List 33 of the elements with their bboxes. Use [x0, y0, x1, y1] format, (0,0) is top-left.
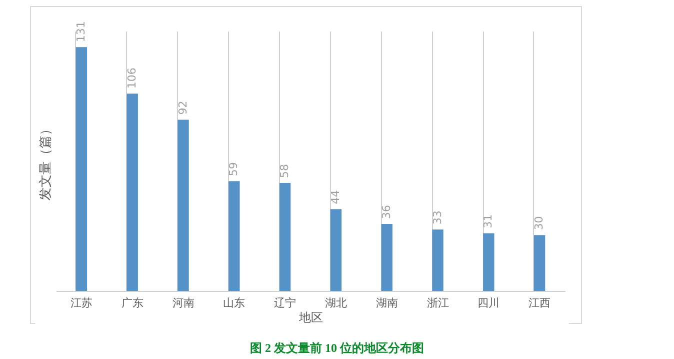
x-tick-label: 河南	[172, 296, 194, 310]
bar	[228, 181, 240, 291]
data-label: 59	[227, 162, 240, 176]
x-tick-label: 浙江	[426, 296, 449, 310]
bar	[76, 47, 88, 291]
bar	[178, 120, 189, 291]
bar	[432, 230, 444, 291]
caption: 图 2 发文量前 10 位的地区分布图	[249, 340, 425, 357]
data-label: 58	[278, 164, 292, 178]
x-tick-label: 江苏	[70, 296, 92, 310]
x-tick-label: 山东	[223, 296, 246, 310]
x-tick-label: 湖南	[376, 296, 398, 310]
data-label: 30	[532, 216, 546, 230]
bar	[126, 94, 138, 291]
bar	[279, 183, 291, 291]
x-tick-label: 湖北	[324, 296, 347, 310]
bar	[534, 235, 546, 291]
x-tick-label: 四川	[478, 296, 500, 310]
x-tick-label: 辽宁	[274, 296, 296, 310]
data-label: 33	[430, 210, 444, 225]
x-tick-label: 江西	[528, 296, 551, 310]
bar	[483, 233, 494, 291]
data-label: 92	[176, 100, 190, 115]
x-tick-label: 广东	[121, 296, 144, 310]
bar	[330, 209, 342, 291]
data-label: 131	[74, 21, 88, 42]
data-label: 44	[328, 190, 342, 204]
data-label: 36	[380, 204, 393, 219]
data-label: 106	[125, 68, 138, 89]
y-axis-title: 发文量（篇）	[38, 122, 54, 200]
x-axis-title: 地区	[298, 310, 323, 324]
data-label: 31	[482, 214, 495, 228]
bar	[381, 224, 392, 291]
